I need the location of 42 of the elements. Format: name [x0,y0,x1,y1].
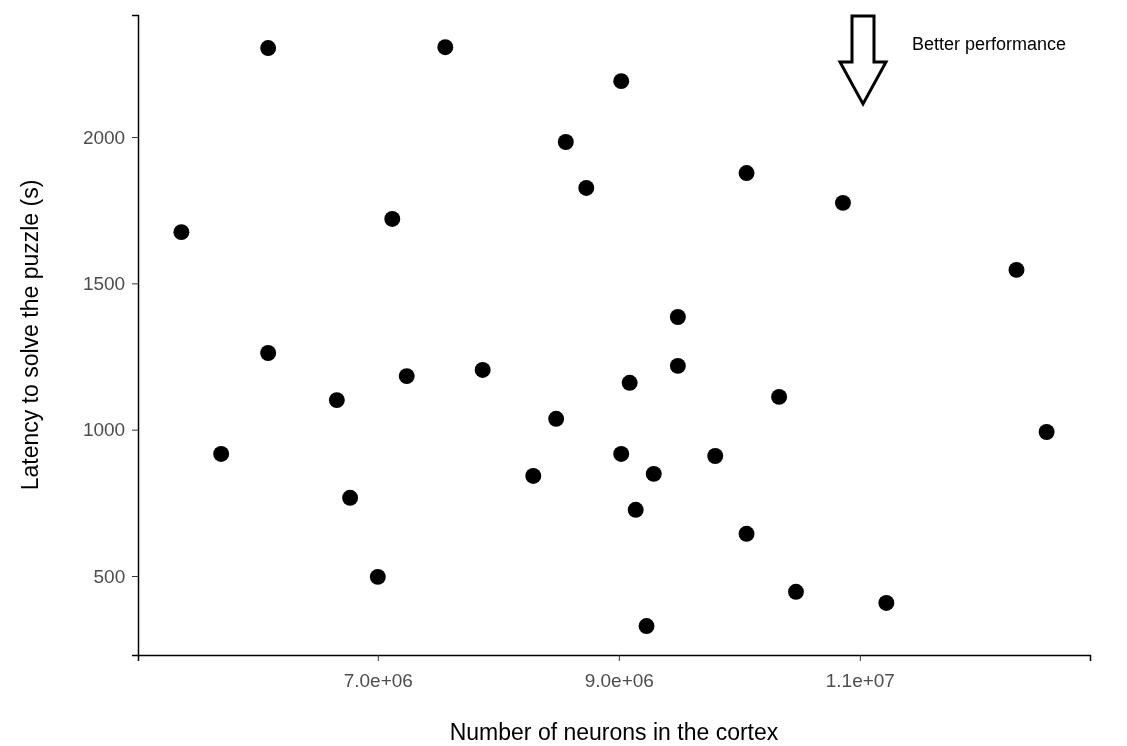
point [1008,261,1025,278]
point [1038,424,1055,440]
point [213,445,230,462]
annotation: Better performance [912,34,1067,54]
y-tick-label: 1500 [82,272,126,294]
point [342,489,359,506]
point [613,445,630,462]
point [787,583,804,600]
point [638,618,655,634]
point [548,410,565,427]
point [557,134,574,150]
point [173,224,190,241]
point [260,345,277,361]
point [328,392,345,409]
point [707,448,724,464]
y-tick-label: 2000 [82,126,126,148]
point [474,362,491,378]
point [627,501,644,518]
point [398,368,415,385]
y-tick-label: 1000 [82,419,126,441]
point [525,467,542,484]
point [834,194,851,211]
y-tick-label: 500 [93,565,126,587]
point [578,179,595,196]
point [771,388,788,405]
point [437,39,454,56]
point [260,40,277,57]
point [669,309,686,325]
point [369,568,386,585]
point [738,525,755,542]
point [621,374,638,391]
point [613,73,630,90]
point [669,357,686,374]
y-axis-title: Latency to solve the puzzle (s) [17,179,43,491]
point [645,465,662,482]
point [384,211,401,227]
point [738,165,755,181]
x-tick-label: 7.0e+06 [343,669,413,691]
x-axis-title: Number of neurons in the cortex [449,719,779,745]
x-tick-label: 9.0e+06 [584,669,654,691]
x-tick-label: 1.1e+07 [825,669,895,691]
point [878,594,895,611]
